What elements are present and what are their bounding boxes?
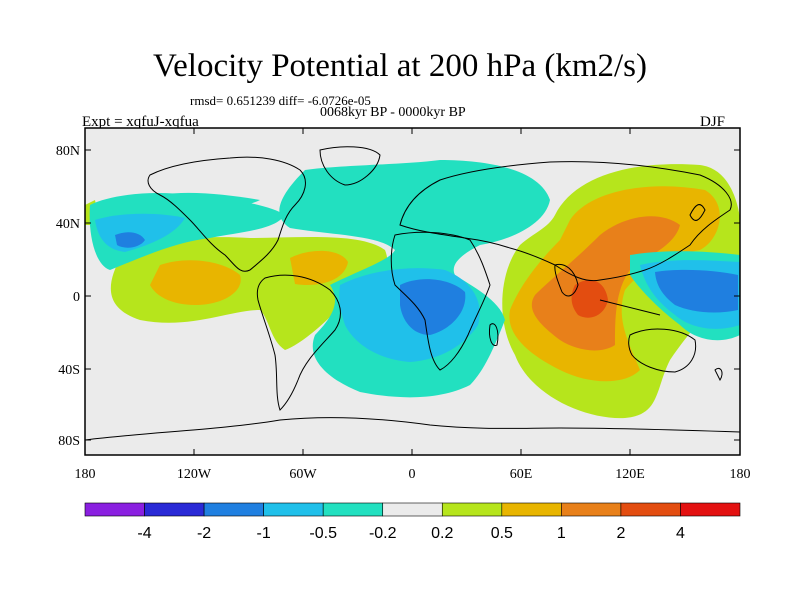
colorbar-label: -4: [137, 525, 151, 542]
colorbar-label: -1: [257, 525, 271, 542]
colorbar-swatch: [263, 502, 324, 517]
colorbar-swatch: [144, 502, 205, 517]
colorbar: -4 -2 -1 -0.5 -0.2 0.2 0.5 1 2 4: [84, 502, 741, 542]
colorbar-swatch: [322, 502, 384, 517]
coast-africa: [390, 231, 491, 371]
coast-new-zealand: [714, 367, 723, 382]
colorbar-swatch: [203, 502, 264, 517]
coast-indonesia: [599, 299, 661, 316]
y-tick-label: 80N: [56, 144, 80, 159]
x-tick-label: 120E: [615, 467, 645, 482]
contour-blue-pacific: [115, 232, 145, 248]
contour-orange-strong: [531, 216, 680, 351]
coast-madagascar: [489, 323, 499, 347]
period-text: 0068kyr BP - 0000kyr BP: [320, 105, 466, 120]
y-tick-label: 80S: [58, 434, 80, 449]
contour-orange-pacific-west: [150, 260, 241, 305]
colorbar-label: 0.5: [491, 525, 513, 542]
colorbar-label: 0.2: [431, 525, 453, 542]
colorbar-swatch: [620, 502, 681, 517]
contour-blue-africa: [400, 279, 466, 335]
coast-north-america: [147, 156, 306, 272]
contour-peak-positive: [571, 280, 608, 318]
colorbar-label: -2: [197, 525, 211, 542]
y-ticks: [85, 149, 740, 441]
coast-greenland: [319, 146, 381, 186]
coast-india: [554, 263, 579, 297]
coast-japan: [689, 204, 706, 221]
colorbar-swatch: [441, 502, 503, 517]
colorbar-label: -0.5: [309, 525, 337, 542]
contour-negative-north-pacific: [89, 193, 285, 270]
experiment-label: Expt = xqfuJ-xqfua: [82, 114, 199, 130]
colorbar-swatch: [84, 502, 145, 517]
contour-orange-pacific-east: [290, 250, 348, 286]
colorbar-swatch: [382, 502, 443, 517]
x-tick-label: 180: [75, 467, 96, 482]
coastlines: [85, 146, 740, 441]
colorbar-swatch: [680, 502, 741, 517]
y-tick-label: 0: [73, 290, 80, 305]
colorbar-label: 1: [557, 525, 566, 542]
coast-south-america: [256, 274, 341, 411]
colorbar-label: 4: [676, 525, 685, 542]
y-tick-label: 40S: [58, 363, 80, 378]
x-ticks: [84, 128, 741, 455]
x-tick-label: 120W: [177, 467, 212, 482]
colorbar-label: -0.2: [369, 525, 397, 542]
colorbar-swatch: [501, 502, 562, 517]
x-tick-label: 180: [730, 467, 751, 482]
season-label: DJF: [700, 114, 726, 130]
colorbar-swatch: [561, 502, 622, 517]
colorbar-label: 2: [616, 525, 625, 542]
coast-eurasia: [399, 161, 732, 282]
coast-antarctica: [85, 417, 740, 441]
coast-australia: [628, 328, 697, 373]
figure-title: Velocity Potential at 200 hPa (km2/s): [152, 48, 648, 84]
contour-negative-north-pacific-2: [160, 192, 260, 212]
contour-fields: [85, 128, 740, 455]
contour-blue-maritime: [655, 269, 738, 313]
y-tick-label: 40N: [56, 217, 80, 232]
x-tick-label: 0: [409, 467, 416, 482]
x-tick-label: 60E: [510, 467, 533, 482]
stats-text: rmsd= 0.651239 diff= -6.0726e-05: [190, 93, 371, 108]
x-tick-label: 60W: [289, 467, 317, 482]
